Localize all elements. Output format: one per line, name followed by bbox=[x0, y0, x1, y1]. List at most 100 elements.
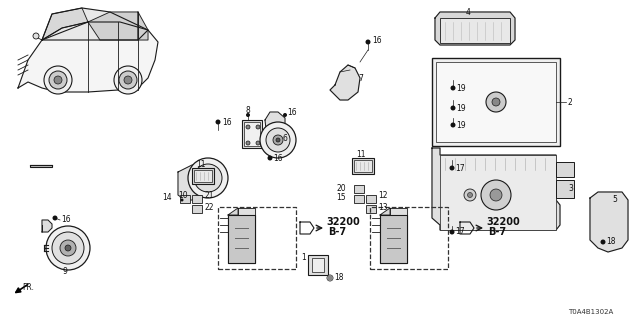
Circle shape bbox=[44, 66, 72, 94]
Bar bbox=[192, 168, 214, 184]
Bar bbox=[432, 58, 560, 146]
Polygon shape bbox=[18, 22, 158, 92]
Polygon shape bbox=[390, 208, 407, 215]
Text: 2: 2 bbox=[568, 98, 573, 107]
Circle shape bbox=[327, 275, 333, 281]
Polygon shape bbox=[228, 215, 255, 263]
Text: 16: 16 bbox=[222, 117, 232, 126]
Circle shape bbox=[246, 113, 250, 117]
Circle shape bbox=[202, 172, 214, 184]
Circle shape bbox=[256, 125, 260, 129]
Bar bbox=[354, 160, 372, 172]
Bar bbox=[244, 122, 260, 146]
Text: 16: 16 bbox=[273, 154, 283, 163]
Polygon shape bbox=[88, 12, 138, 40]
Circle shape bbox=[490, 189, 502, 201]
Polygon shape bbox=[380, 215, 407, 263]
Bar bbox=[440, 155, 556, 230]
Text: 11: 11 bbox=[356, 149, 365, 158]
Polygon shape bbox=[265, 112, 285, 152]
Circle shape bbox=[451, 123, 456, 127]
Text: 13: 13 bbox=[378, 204, 388, 212]
Polygon shape bbox=[380, 208, 390, 215]
Text: 17: 17 bbox=[455, 228, 465, 236]
Text: 10: 10 bbox=[178, 191, 188, 201]
Text: 17: 17 bbox=[455, 164, 465, 172]
Text: FR.: FR. bbox=[22, 283, 34, 292]
Polygon shape bbox=[435, 12, 515, 45]
Text: 7: 7 bbox=[358, 74, 363, 83]
Bar bbox=[30, 165, 52, 167]
Polygon shape bbox=[138, 12, 148, 40]
Circle shape bbox=[467, 193, 472, 197]
Bar bbox=[192, 205, 202, 213]
Circle shape bbox=[180, 198, 184, 202]
Circle shape bbox=[449, 165, 454, 171]
Circle shape bbox=[52, 232, 84, 264]
Bar bbox=[440, 18, 510, 43]
Text: 21: 21 bbox=[204, 191, 214, 201]
Text: 14: 14 bbox=[163, 194, 172, 203]
Text: 16: 16 bbox=[61, 215, 70, 225]
Text: 18: 18 bbox=[334, 274, 344, 283]
Bar bbox=[194, 170, 212, 182]
Circle shape bbox=[124, 76, 132, 84]
Circle shape bbox=[486, 92, 506, 112]
Bar bbox=[192, 195, 202, 203]
Bar bbox=[366, 205, 376, 213]
Circle shape bbox=[52, 215, 58, 220]
Bar bbox=[242, 120, 262, 148]
Text: 15: 15 bbox=[337, 194, 346, 203]
Bar bbox=[354, 185, 364, 193]
Polygon shape bbox=[42, 8, 88, 40]
Bar bbox=[556, 162, 574, 177]
Text: 1: 1 bbox=[301, 253, 306, 262]
Text: 4: 4 bbox=[465, 7, 470, 17]
Text: 32200: 32200 bbox=[486, 217, 520, 227]
Bar bbox=[308, 255, 328, 275]
Circle shape bbox=[268, 156, 273, 161]
Text: B-7: B-7 bbox=[328, 227, 346, 237]
Polygon shape bbox=[330, 65, 360, 100]
Text: 12: 12 bbox=[378, 191, 387, 201]
Circle shape bbox=[114, 66, 142, 94]
Circle shape bbox=[451, 106, 456, 110]
Polygon shape bbox=[238, 208, 255, 215]
Text: 18: 18 bbox=[606, 237, 616, 246]
Text: B-7: B-7 bbox=[488, 227, 506, 237]
Text: 19: 19 bbox=[456, 84, 466, 92]
Bar bbox=[312, 258, 324, 272]
Circle shape bbox=[188, 158, 228, 198]
Polygon shape bbox=[42, 220, 52, 232]
Bar bbox=[556, 180, 574, 198]
Circle shape bbox=[246, 141, 250, 145]
Bar bbox=[436, 62, 556, 142]
Circle shape bbox=[216, 119, 221, 124]
Text: 6: 6 bbox=[282, 133, 287, 142]
Polygon shape bbox=[42, 8, 148, 40]
Circle shape bbox=[119, 71, 137, 89]
Circle shape bbox=[65, 245, 71, 251]
Circle shape bbox=[205, 175, 211, 180]
Text: T0A4B1302A: T0A4B1302A bbox=[568, 309, 613, 315]
Text: 16: 16 bbox=[372, 36, 381, 44]
Text: 3: 3 bbox=[568, 183, 573, 193]
Bar bbox=[370, 207, 448, 269]
Circle shape bbox=[449, 229, 454, 235]
Bar bbox=[180, 195, 190, 203]
Circle shape bbox=[246, 125, 250, 129]
Circle shape bbox=[276, 138, 280, 142]
Bar bbox=[352, 158, 374, 174]
Circle shape bbox=[49, 71, 67, 89]
Text: 22: 22 bbox=[204, 204, 214, 212]
Polygon shape bbox=[228, 208, 238, 215]
Bar bbox=[218, 207, 296, 269]
Polygon shape bbox=[590, 192, 628, 252]
Circle shape bbox=[451, 85, 456, 91]
Circle shape bbox=[365, 39, 371, 44]
Circle shape bbox=[60, 240, 76, 256]
Circle shape bbox=[54, 76, 62, 84]
Text: 5: 5 bbox=[612, 196, 617, 204]
Circle shape bbox=[481, 180, 511, 210]
Circle shape bbox=[492, 98, 500, 106]
